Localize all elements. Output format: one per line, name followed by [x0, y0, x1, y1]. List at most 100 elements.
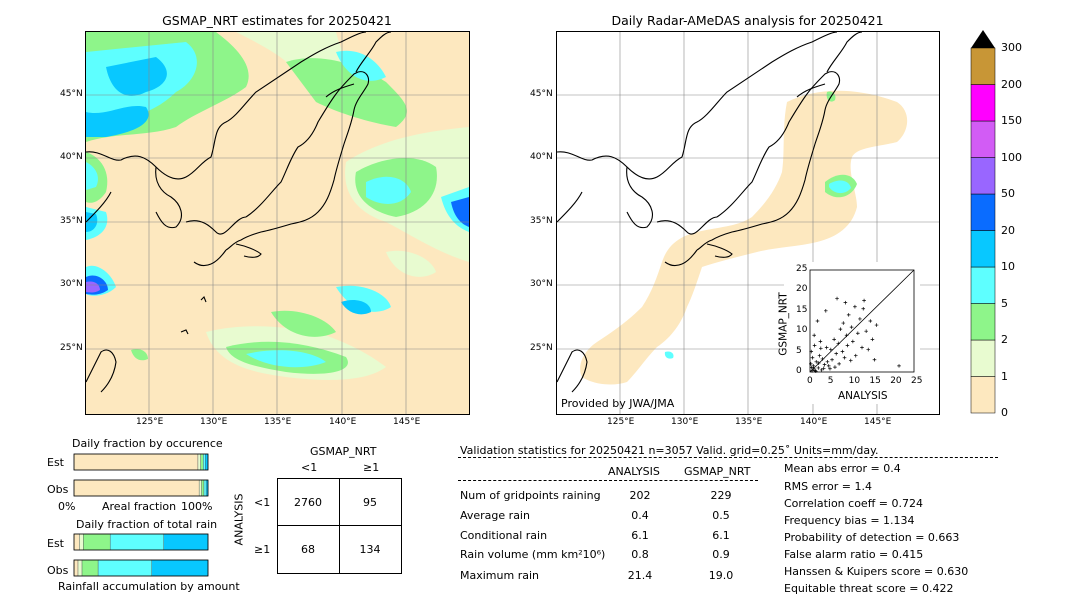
- scatter-point: [809, 365, 814, 370]
- contingency-col-lt1: <1: [301, 461, 318, 474]
- right-lat-label-45: 45°N: [530, 89, 553, 99]
- scatter-point: [825, 360, 830, 364]
- right-lon-label-130: 130°E: [671, 417, 699, 427]
- scatter-point: [811, 364, 816, 368]
- stat-label-conditional: Conditional rain: [460, 529, 548, 542]
- total-rain-bar-segment: [163, 533, 209, 551]
- occurrence-bar-segment: [73, 479, 200, 497]
- occurrence-bar-segment: [201, 479, 205, 497]
- stat-label-volume: Rain volume (mm km²10⁶): [460, 548, 606, 561]
- colorbar-box: [970, 47, 996, 85]
- left-lat-label-45: 45°N: [60, 89, 83, 99]
- scatter-point: [843, 300, 848, 305]
- scatter-point: [832, 337, 836, 342]
- colorbar: [970, 30, 996, 414]
- contingency-row-lt1: <1: [254, 496, 271, 509]
- scatter-point: [856, 331, 860, 336]
- colorbar-box: [970, 303, 996, 341]
- scatter-point: [866, 347, 871, 352]
- contingency-title: GSMAP_NRT: [310, 445, 377, 458]
- scatter-point: [834, 351, 839, 356]
- total-rain-bar-segment: [151, 559, 209, 577]
- score-far: False alarm ratio = 0.415: [784, 548, 924, 561]
- scatter-point: [812, 333, 816, 338]
- scatter-point: [870, 337, 875, 342]
- scatter-point: [815, 319, 820, 323]
- total-rain-bar-segment: [83, 533, 111, 551]
- colorbar-box: [970, 120, 996, 158]
- left-lat-label-35: 35°N: [60, 216, 83, 226]
- total-rain-footer: Rainfall accumulation by amount: [58, 580, 240, 593]
- left-lat-label-25: 25°N: [60, 343, 83, 353]
- total-rain-bar-segment: [73, 559, 79, 577]
- occurrence-bar-segment: [200, 453, 204, 471]
- scatter-point: [810, 368, 814, 373]
- scatter-point: [842, 355, 847, 360]
- occurrence-bar-segment: [203, 479, 207, 497]
- right-lon-label-145: 145°E: [864, 417, 892, 427]
- scatter-point: [853, 304, 857, 309]
- colorbar-label: 0: [1001, 406, 1008, 419]
- total-rain-row-obs: Obs: [47, 564, 69, 577]
- scatter-point: [868, 319, 873, 323]
- left-lat-label-30: 30°N: [60, 279, 83, 289]
- colorbar-label: 2: [1001, 333, 1008, 346]
- total-rain-bar-segment: [77, 559, 83, 577]
- score-mae: Mean abs error = 0.4: [784, 462, 901, 475]
- occurrence-bar-segment: [73, 453, 199, 471]
- scatter-point: [819, 368, 824, 372]
- scatter-point: [861, 306, 866, 311]
- scatter-point: [811, 366, 816, 371]
- left-map-canvas: [86, 32, 469, 414]
- occurrence-bars: [73, 453, 209, 497]
- contingency-cell-false-alarm: 95: [363, 496, 377, 509]
- validation-col-gsmap: GSMAP_NRT: [684, 465, 751, 478]
- colorbar-box: [970, 266, 996, 304]
- left-lon-label-145: 145°E: [393, 417, 421, 427]
- occurrence-bar-segment: [203, 453, 206, 471]
- scatter-point: [848, 358, 853, 363]
- colorbar-extend-arrow: [971, 30, 995, 48]
- left-rain-fields: [86, 32, 469, 380]
- contingency-row-ge1: ≥1: [254, 543, 271, 556]
- scatter-plot: [809, 269, 915, 373]
- right-analysis-coverage: [580, 90, 908, 385]
- scatter-point: [872, 357, 877, 362]
- left-coastlines: [86, 32, 392, 393]
- scatter-xtick: 20: [890, 376, 902, 386]
- total-rain-bar-segment: [79, 533, 84, 551]
- contingency-cell-hit: 134: [359, 543, 381, 556]
- score-frequency-bias: Frequency bias = 1.134: [784, 514, 915, 527]
- colorbar-box: [970, 230, 996, 268]
- occurrence-bar-frame: [73, 453, 209, 471]
- scatter-point: [897, 364, 901, 368]
- scatter-ytick: 10: [796, 325, 808, 336]
- scatter-ytick: 25: [796, 264, 808, 274]
- scatter-point: [816, 361, 821, 365]
- left-lon-label-125: 125°E: [136, 417, 164, 427]
- scatter-point: [814, 369, 818, 373]
- colorbar-label: 150: [1001, 114, 1022, 127]
- scatter-point: [814, 360, 819, 364]
- scatter-ytick: 15: [796, 304, 808, 315]
- provider-credit: Provided by JWA/JMA: [561, 397, 675, 410]
- stat-label-average: Average rain: [460, 509, 530, 522]
- occurrence-axis-mid: Areal fraction: [102, 500, 177, 513]
- right-lon-label-140: 140°E: [800, 417, 828, 427]
- contingency-cell-miss: 68: [301, 543, 315, 556]
- scatter-xtick: 0: [807, 376, 813, 386]
- stat-label-maximum: Maximum rain: [460, 569, 539, 582]
- colorbar-label: 50: [1001, 187, 1015, 200]
- scatter-point: [845, 343, 850, 348]
- scatter-point: [824, 309, 828, 313]
- occurrence-title: Daily fraction by occurence: [72, 437, 223, 450]
- right-map-title: Daily Radar-AMeDAS analysis for 20250421: [611, 13, 884, 28]
- right-lon-label-135: 135°E: [735, 417, 763, 427]
- total-rain-bar-frame: [73, 559, 209, 577]
- stat-gsmap-average: 0.5: [712, 509, 730, 522]
- colorbar-label: 1: [1001, 369, 1008, 383]
- occurrence-row-est: Est: [47, 456, 64, 469]
- score-pod: Probability of detection = 0.663: [784, 531, 960, 544]
- total-rain-bar-segment: [109, 533, 164, 551]
- validation-col-analysis: ANALYSIS: [608, 465, 660, 478]
